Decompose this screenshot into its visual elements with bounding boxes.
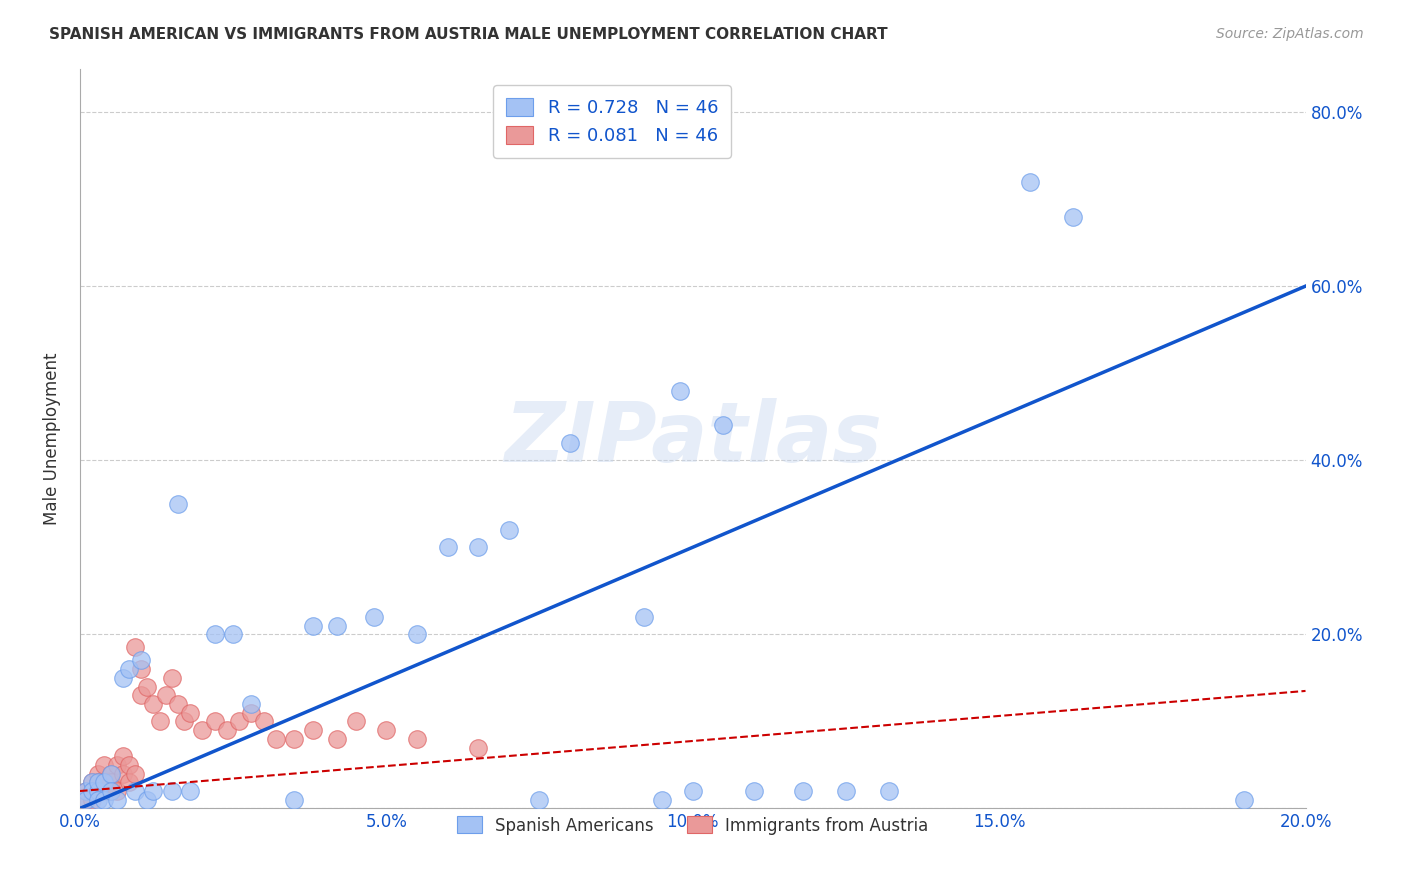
Point <box>124 784 146 798</box>
Point <box>1062 210 1084 224</box>
Text: ZIPatlas: ZIPatlas <box>503 398 882 479</box>
Point <box>118 775 141 789</box>
Point <box>344 714 367 729</box>
Point <box>406 731 429 746</box>
Point <box>136 680 159 694</box>
Y-axis label: Male Unemployment: Male Unemployment <box>44 352 60 524</box>
Point <box>142 697 165 711</box>
Point <box>375 723 398 737</box>
Point <box>326 731 349 746</box>
Point <box>363 610 385 624</box>
Point <box>160 784 183 798</box>
Point <box>682 784 704 798</box>
Point <box>173 714 195 729</box>
Point <box>100 784 122 798</box>
Point <box>436 541 458 555</box>
Point <box>467 740 489 755</box>
Point <box>124 640 146 655</box>
Point <box>87 793 110 807</box>
Point <box>124 766 146 780</box>
Point <box>87 775 110 789</box>
Point <box>118 662 141 676</box>
Point <box>467 541 489 555</box>
Point <box>326 618 349 632</box>
Point <box>82 793 104 807</box>
Point <box>215 723 238 737</box>
Point <box>118 758 141 772</box>
Point <box>142 784 165 798</box>
Point <box>105 793 128 807</box>
Point <box>148 714 170 729</box>
Point <box>301 618 323 632</box>
Point <box>558 435 581 450</box>
Point <box>228 714 250 729</box>
Point <box>240 706 263 720</box>
Point <box>222 627 245 641</box>
Point <box>498 523 520 537</box>
Point <box>136 793 159 807</box>
Point <box>129 653 152 667</box>
Point <box>283 731 305 746</box>
Point <box>1233 793 1256 807</box>
Point <box>264 731 287 746</box>
Point <box>100 766 122 780</box>
Point <box>100 775 122 789</box>
Point <box>129 688 152 702</box>
Point <box>105 784 128 798</box>
Point <box>835 784 858 798</box>
Point <box>93 793 115 807</box>
Point <box>204 627 226 641</box>
Point <box>93 775 115 789</box>
Point <box>160 671 183 685</box>
Point <box>93 775 115 789</box>
Point <box>93 758 115 772</box>
Point <box>105 758 128 772</box>
Point <box>742 784 765 798</box>
Text: SPANISH AMERICAN VS IMMIGRANTS FROM AUSTRIA MALE UNEMPLOYMENT CORRELATION CHART: SPANISH AMERICAN VS IMMIGRANTS FROM AUST… <box>49 27 887 42</box>
Point <box>155 688 177 702</box>
Legend: Spanish Americans, Immigrants from Austria: Spanish Americans, Immigrants from Austr… <box>447 806 939 845</box>
Point <box>75 793 97 807</box>
Point <box>82 775 104 789</box>
Point <box>93 784 115 798</box>
Point <box>301 723 323 737</box>
Point <box>82 784 104 798</box>
Point <box>204 714 226 729</box>
Point <box>129 662 152 676</box>
Point <box>167 497 190 511</box>
Point <box>529 793 551 807</box>
Point <box>82 784 104 798</box>
Point <box>191 723 214 737</box>
Point <box>87 775 110 789</box>
Point <box>179 784 201 798</box>
Point <box>111 766 134 780</box>
Point <box>111 749 134 764</box>
Point <box>75 784 97 798</box>
Point <box>100 766 122 780</box>
Point <box>253 714 276 729</box>
Point <box>633 610 655 624</box>
Point <box>82 775 104 789</box>
Point <box>87 766 110 780</box>
Point <box>1018 175 1040 189</box>
Point <box>167 697 190 711</box>
Point <box>87 784 110 798</box>
Point <box>651 793 673 807</box>
Point <box>75 793 97 807</box>
Point <box>711 418 734 433</box>
Point <box>100 784 122 798</box>
Point <box>877 784 900 798</box>
Point <box>406 627 429 641</box>
Text: Source: ZipAtlas.com: Source: ZipAtlas.com <box>1216 27 1364 41</box>
Point <box>792 784 814 798</box>
Point <box>669 384 692 398</box>
Point <box>283 793 305 807</box>
Point <box>240 697 263 711</box>
Point <box>75 784 97 798</box>
Point <box>111 671 134 685</box>
Point <box>87 784 110 798</box>
Point <box>179 706 201 720</box>
